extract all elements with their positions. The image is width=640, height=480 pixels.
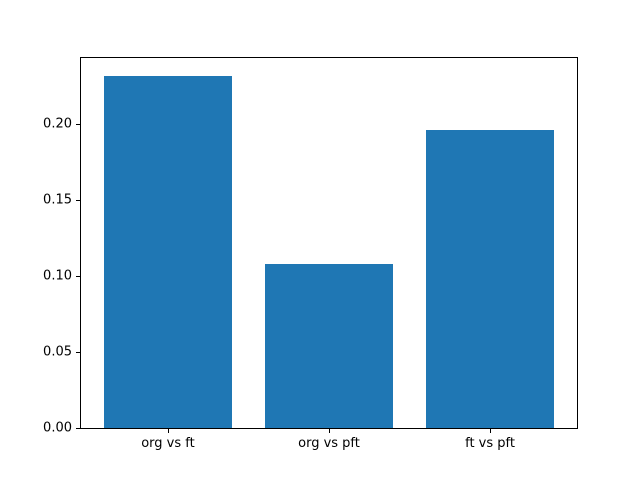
x-tick-label: org vs pft <box>298 436 360 451</box>
y-tick-label: 0.00 <box>43 420 72 436</box>
x-tick-mark <box>490 429 492 433</box>
y-tick-mark <box>76 124 80 126</box>
y-tick-label: 0.15 <box>43 192 72 208</box>
y-tick-mark <box>76 352 80 354</box>
y-tick-mark <box>76 276 80 278</box>
y-tick-mark <box>76 428 80 429</box>
bar-ft-vs-pft <box>425 130 555 428</box>
y-tick-label: 0.05 <box>43 344 72 360</box>
bar-org-vs-pft <box>264 263 394 428</box>
y-tick-mark <box>76 200 80 202</box>
x-tick-mark <box>329 429 330 433</box>
bar-org-vs-ft <box>103 75 233 428</box>
y-tick-label: 0.20 <box>43 116 72 132</box>
x-tick-label: org vs ft <box>141 436 195 451</box>
y-tick-label: 0.10 <box>43 268 72 284</box>
x-tick-mark <box>167 429 169 433</box>
x-tick-label: ft vs pft <box>465 436 515 451</box>
plot-area <box>80 57 578 429</box>
